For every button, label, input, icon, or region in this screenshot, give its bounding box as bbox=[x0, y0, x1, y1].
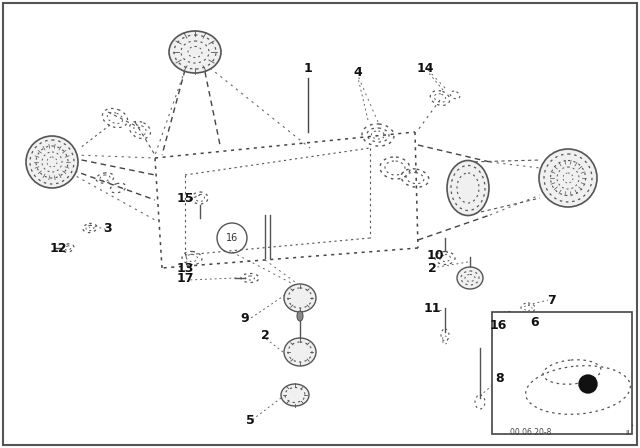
Text: 00 06 20-8: 00 06 20-8 bbox=[510, 427, 552, 436]
Text: 6: 6 bbox=[531, 315, 540, 328]
Text: 4: 4 bbox=[354, 65, 362, 78]
Text: 16: 16 bbox=[226, 233, 238, 243]
Ellipse shape bbox=[281, 384, 309, 406]
Text: 8: 8 bbox=[496, 371, 504, 384]
Text: 17: 17 bbox=[176, 271, 194, 284]
Circle shape bbox=[579, 375, 597, 393]
Text: 15: 15 bbox=[176, 191, 194, 204]
Text: 9: 9 bbox=[241, 311, 250, 324]
Text: 10: 10 bbox=[426, 249, 444, 262]
Text: 1: 1 bbox=[303, 61, 312, 74]
Ellipse shape bbox=[447, 160, 489, 215]
Ellipse shape bbox=[457, 267, 483, 289]
Bar bbox=[492, 312, 632, 434]
Text: 7: 7 bbox=[548, 293, 556, 306]
Text: 2: 2 bbox=[428, 262, 436, 275]
Ellipse shape bbox=[539, 149, 597, 207]
Text: 2: 2 bbox=[260, 328, 269, 341]
Text: 14: 14 bbox=[416, 61, 434, 74]
Text: 16: 16 bbox=[490, 319, 507, 332]
Text: 12: 12 bbox=[49, 241, 67, 254]
Ellipse shape bbox=[297, 311, 303, 321]
Text: 3: 3 bbox=[104, 221, 112, 234]
Ellipse shape bbox=[26, 136, 78, 188]
Ellipse shape bbox=[284, 284, 316, 312]
Ellipse shape bbox=[169, 31, 221, 73]
Text: 5: 5 bbox=[246, 414, 254, 426]
Text: 11: 11 bbox=[423, 302, 441, 314]
Ellipse shape bbox=[284, 338, 316, 366]
Text: ıı: ıı bbox=[626, 427, 630, 436]
Text: 13: 13 bbox=[176, 262, 194, 275]
